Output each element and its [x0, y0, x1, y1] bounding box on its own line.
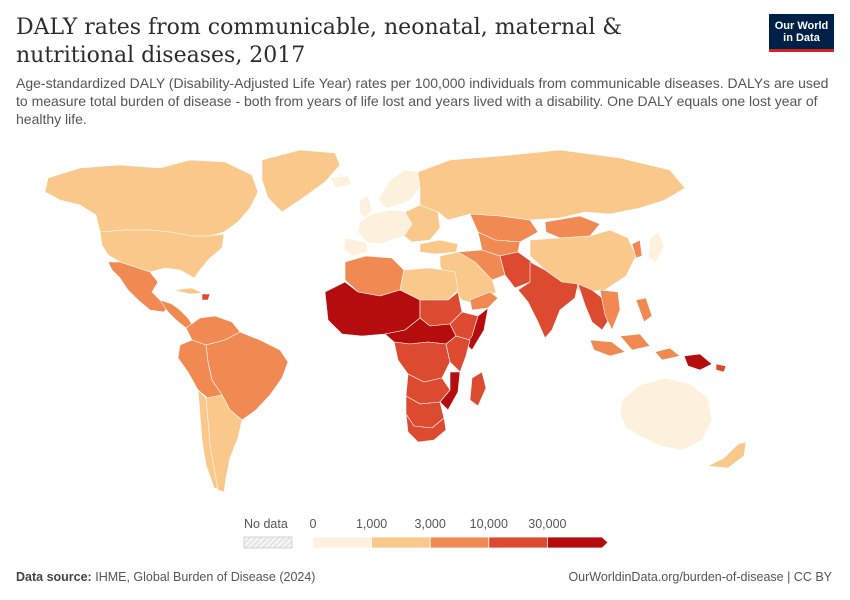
country-korea[interactable] — [631, 239, 643, 259]
legend-tick-label: 3,000 — [415, 517, 446, 531]
country-somalia[interactable] — [465, 307, 489, 351]
country-southeast-asia[interactable] — [577, 283, 611, 331]
country-indonesia[interactable] — [589, 333, 681, 361]
legend-tick-label: 0 — [310, 517, 317, 531]
footer-source-text[interactable]: IHME, Global Burden of Disease (2024) — [95, 570, 316, 584]
logo-line-1: Our World — [774, 19, 829, 32]
chart-subtitle: Age-standardized DALY (Disability-Adjust… — [16, 75, 829, 127]
country-south-africa[interactable] — [405, 413, 447, 443]
footer-source-label: Data source: — [16, 570, 92, 584]
country-png[interactable] — [683, 353, 713, 371]
country-mozambique[interactable] — [439, 371, 461, 411]
legend-bin-3[interactable] — [488, 536, 548, 549]
legend-tick-label: 10,000 — [470, 517, 508, 531]
legend-bin-2[interactable] — [429, 536, 490, 549]
country-india[interactable] — [517, 261, 579, 339]
country-haiti[interactable] — [201, 293, 211, 301]
country-australia[interactable] — [619, 377, 713, 451]
legend-tick-label: 30,000 — [528, 517, 566, 531]
country-madagascar[interactable] — [469, 371, 487, 407]
legend-bins — [312, 536, 609, 549]
country-scandinavia[interactable] — [377, 169, 421, 209]
legend-tick-label: 1,000 — [356, 517, 387, 531]
country-afghanistan-pakistan[interactable] — [499, 251, 533, 289]
country-argentina[interactable] — [205, 394, 243, 493]
country-russia[interactable] — [417, 149, 686, 221]
chart-title: DALY rates from communicable, neonatal, … — [16, 15, 622, 68]
country-mongolia[interactable] — [544, 215, 601, 239]
country-japan[interactable] — [647, 231, 665, 263]
owid-logo[interactable]: Our World in Data — [769, 14, 834, 52]
country-canada[interactable] — [44, 159, 259, 237]
country-central-america[interactable] — [159, 299, 194, 329]
footer-source: Data source: IHME, Global Burden of Dise… — [16, 570, 315, 584]
logo-line-2: in Data — [783, 31, 820, 44]
country-greenland[interactable] — [261, 149, 341, 213]
country-solomon[interactable] — [715, 363, 727, 373]
country-mexico[interactable] — [107, 261, 171, 313]
world-map — [44, 149, 747, 493]
country-thailand-vietnam[interactable] — [599, 289, 621, 331]
country-uk[interactable] — [359, 195, 373, 219]
country-philippines[interactable] — [635, 297, 653, 323]
country-yemen-oman[interactable] — [469, 291, 499, 311]
legend-no-data-swatch[interactable] — [243, 536, 293, 549]
legend-bin-1[interactable] — [371, 536, 431, 549]
country-east-africa[interactable] — [445, 335, 471, 373]
country-congo[interactable] — [393, 341, 451, 383]
country-new-zealand[interactable] — [707, 441, 747, 469]
legend-bin-0[interactable] — [312, 536, 372, 549]
country-cuba[interactable] — [173, 287, 203, 295]
footer-url[interactable]: OurWorldinData.org/burden-of-disease | C… — [568, 570, 832, 584]
legend-no-data-label: No data — [244, 517, 288, 531]
country-iberia[interactable] — [343, 237, 369, 257]
legend-bin-4[interactable] — [547, 536, 609, 549]
country-iceland[interactable] — [329, 175, 353, 189]
map-legend: No data 0 1,000 3,000 10,000 30,000 — [243, 517, 609, 549]
country-turkey[interactable] — [419, 239, 459, 255]
legend-ticks: 0 1,000 3,000 10,000 30,000 — [310, 517, 567, 531]
